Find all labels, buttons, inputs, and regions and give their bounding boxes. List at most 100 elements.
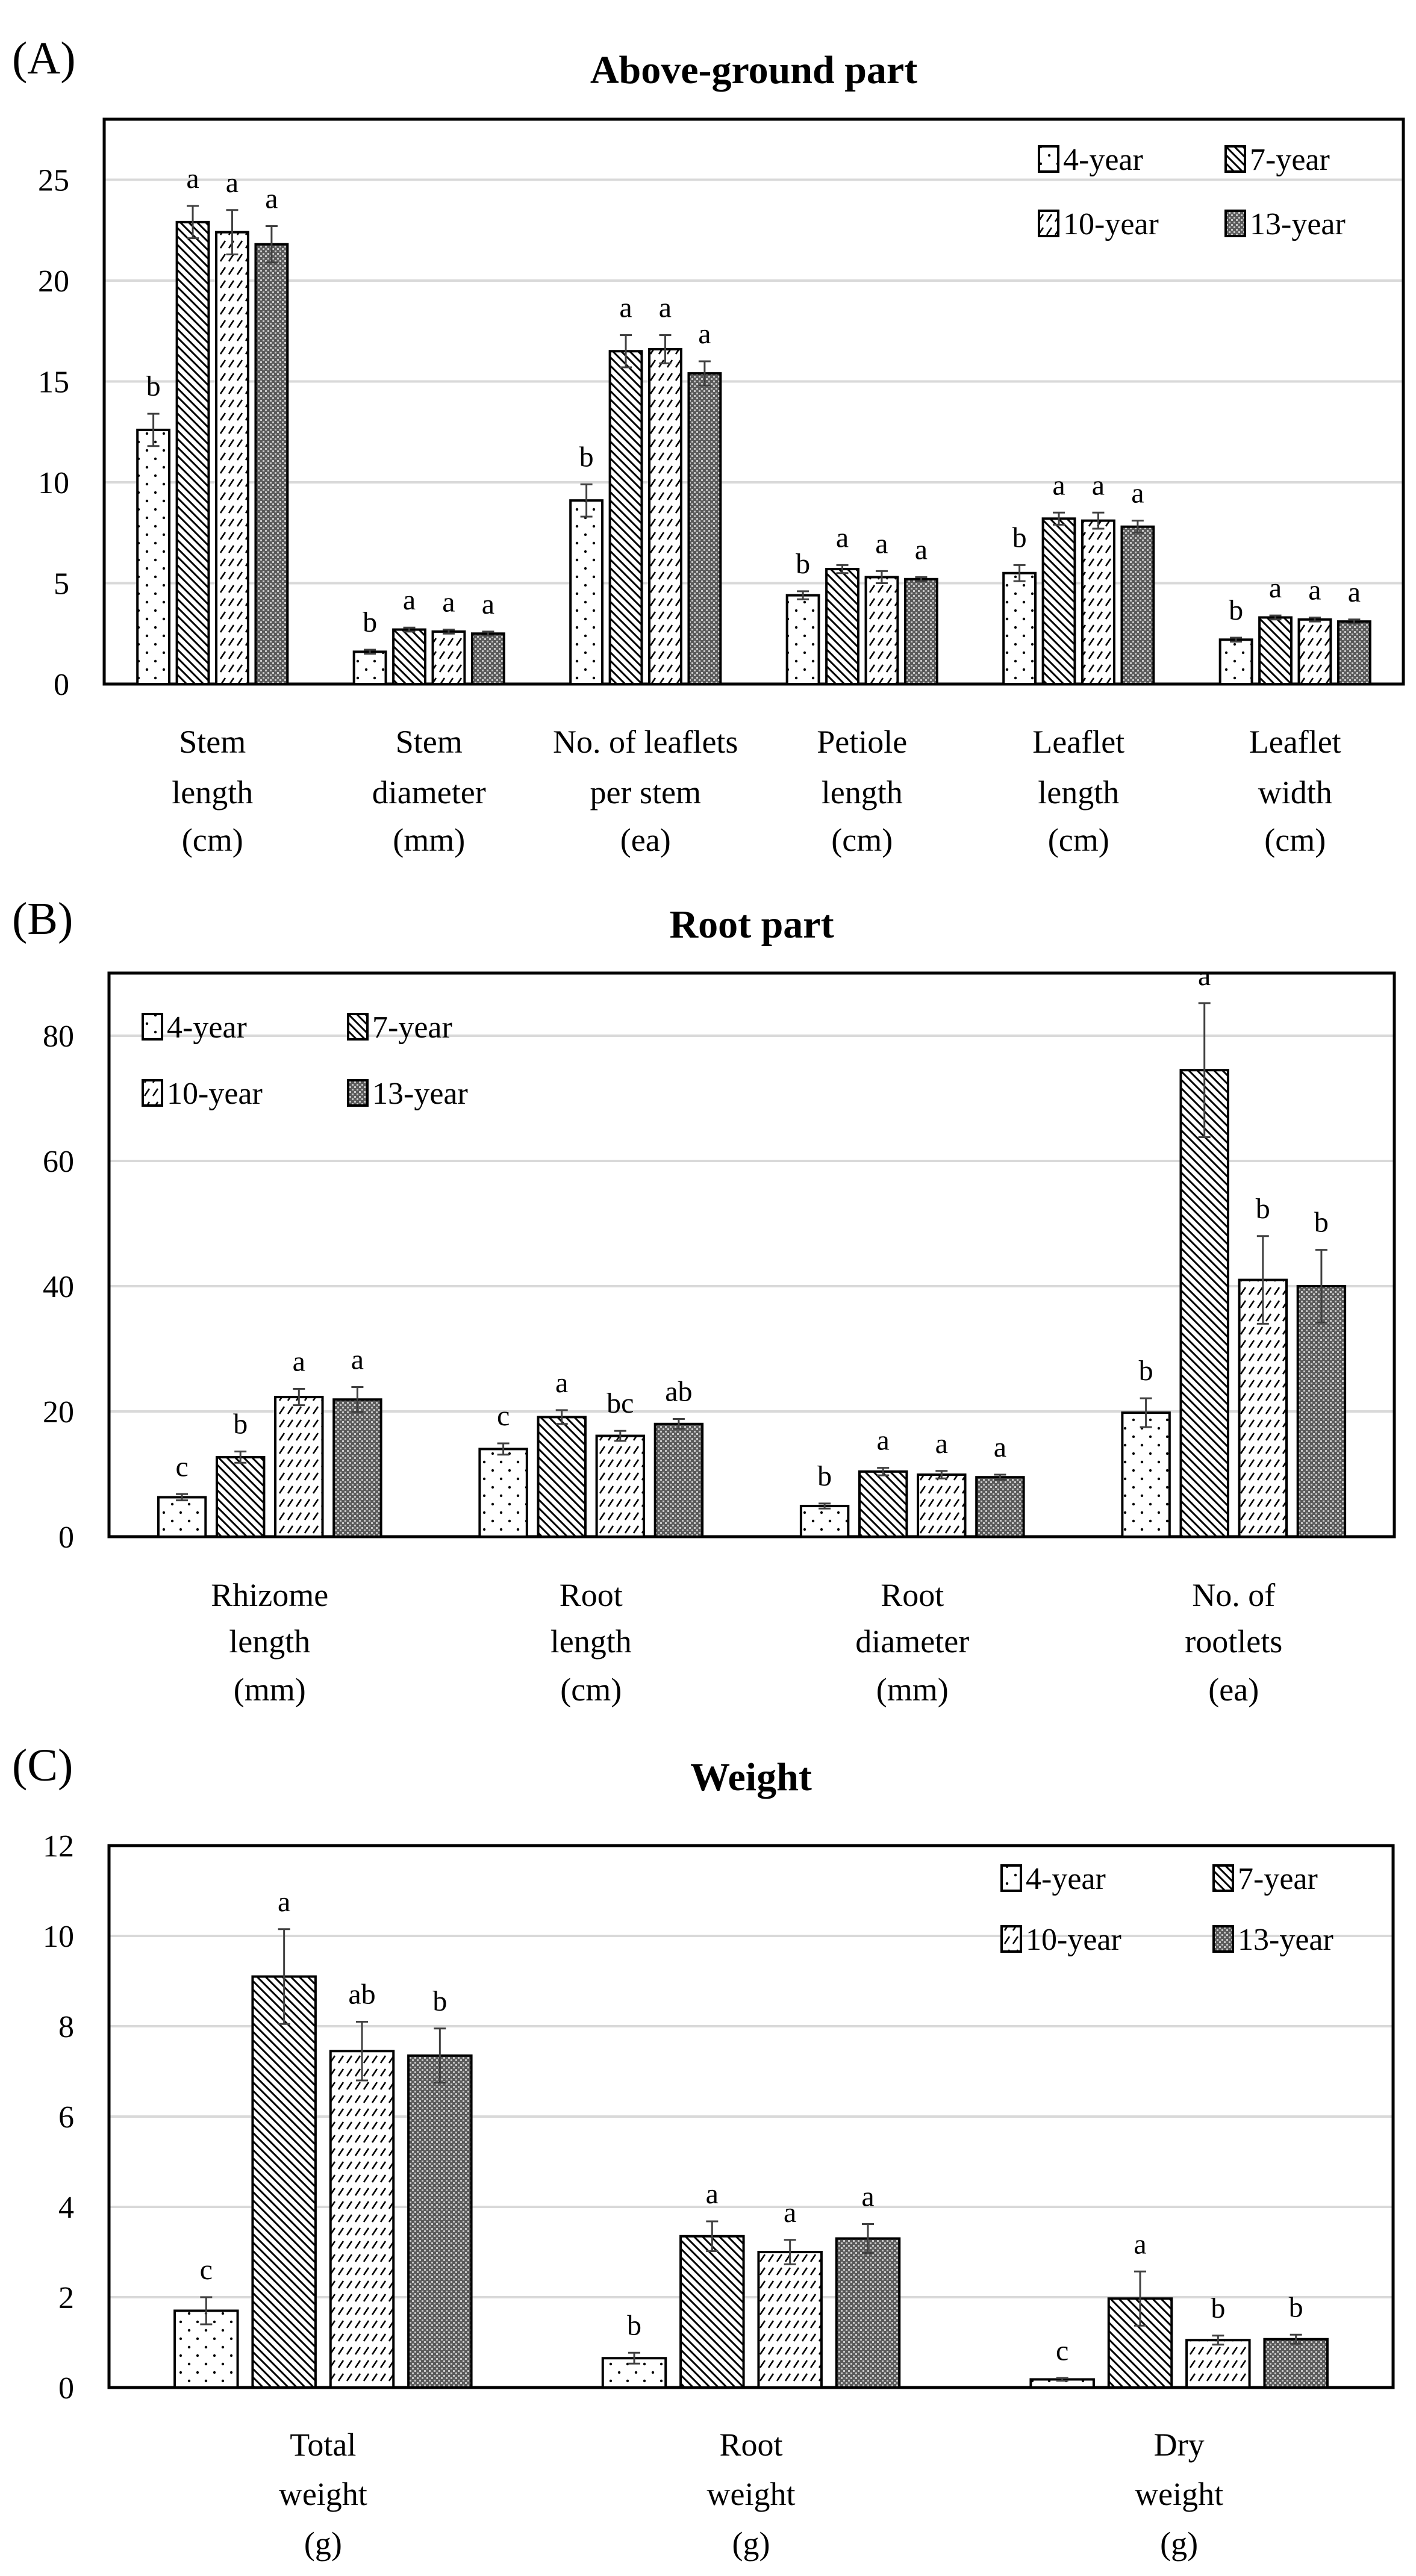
significance-letter: a xyxy=(1269,572,1282,604)
x-category-label: Total xyxy=(290,2427,356,2463)
y-tick-label: 10 xyxy=(38,466,69,500)
significance-letter: b xyxy=(363,606,377,638)
bar-10-year xyxy=(1081,519,1115,686)
y-tick-label: 2 xyxy=(58,2281,74,2315)
plot-frame xyxy=(107,971,1396,1538)
significance-letter: a xyxy=(877,1425,890,1457)
bar-7-year xyxy=(1179,1069,1229,1538)
significance-letter: a xyxy=(706,2178,719,2210)
x-category-label: width xyxy=(1258,774,1332,810)
significance-letter: a xyxy=(994,1431,1006,1463)
legend-swatch xyxy=(347,1079,369,1107)
legend-item: 10-year xyxy=(1000,1923,1121,1957)
chart-panel-1: (A) Above-ground part 0 5 10 15 20 25 Stem length… xyxy=(12,33,1405,858)
significance-letter: b xyxy=(1314,1207,1329,1239)
bar-10-year xyxy=(431,630,466,686)
y-tick-label: 0 xyxy=(54,668,69,702)
x-category-label: (g) xyxy=(304,2525,342,2562)
legend-label: 7-year xyxy=(1250,143,1330,177)
y-tick-label: 20 xyxy=(43,1395,74,1430)
significance-letter: a xyxy=(278,1886,290,1918)
y-tick-label: 40 xyxy=(43,1270,74,1304)
bar-10-year xyxy=(1185,2339,1251,2389)
significance-letter: a xyxy=(1198,960,1211,992)
x-category-label: Dry xyxy=(1154,2427,1205,2463)
bar-4-year xyxy=(569,499,604,686)
x-category-label: Root xyxy=(560,1577,623,1613)
significance-letter: b xyxy=(1289,2291,1303,2323)
x-category-label: weight xyxy=(707,2476,796,2512)
legend-item: 13-year xyxy=(347,1077,468,1111)
significance-letter: c xyxy=(497,1400,510,1432)
x-category-label: Root xyxy=(719,2427,782,2463)
y-tick-label: 15 xyxy=(38,366,69,400)
significance-letter: a xyxy=(1131,478,1144,509)
bar-4-year xyxy=(157,1496,207,1538)
x-category-label: (cm) xyxy=(1264,822,1326,858)
x-category-label: length xyxy=(822,774,903,810)
bar-13-year xyxy=(332,1398,382,1538)
bar-7-year xyxy=(392,628,426,686)
bar-4-year xyxy=(785,594,820,685)
significance-letter: a xyxy=(659,291,672,323)
legend-label: 13-year xyxy=(372,1077,468,1111)
significance-letter: a xyxy=(1092,469,1105,501)
significance-letter: a xyxy=(619,291,632,323)
legend-swatch xyxy=(142,1013,163,1041)
bar-10-year xyxy=(864,576,899,686)
bar-10-year xyxy=(595,1434,646,1538)
legend-label: 4-year xyxy=(1063,143,1143,177)
legend-label: 4-year xyxy=(1026,1862,1106,1896)
bar-13-year xyxy=(254,243,289,685)
legend-swatch xyxy=(142,1079,163,1107)
legend-label: 10-year xyxy=(1063,207,1159,241)
bar-13-year xyxy=(1296,1285,1347,1538)
significance-letter: a xyxy=(265,183,278,215)
significance-letter: a xyxy=(935,1428,948,1460)
bar-13-year xyxy=(470,632,505,685)
significance-letter: a xyxy=(1052,469,1065,501)
bar-7-year xyxy=(215,1455,266,1538)
bar-7-year xyxy=(608,350,643,685)
bar-10-year xyxy=(329,2050,395,2389)
significance-letter: b xyxy=(796,548,810,580)
legend-item: 7-year xyxy=(1212,1862,1318,1896)
x-category-label: (cm) xyxy=(1048,822,1109,858)
legend-item: 4-year xyxy=(142,1010,247,1045)
significance-letter: a xyxy=(442,586,455,618)
chart-title: Above-ground part xyxy=(590,48,917,92)
x-category-label: (g) xyxy=(732,2525,770,2562)
bar-7-year xyxy=(679,2235,745,2389)
significance-letter: c xyxy=(200,2254,213,2286)
legend-swatch xyxy=(1224,145,1246,173)
x-category-label: per stem xyxy=(590,774,701,810)
y-tick-label: 12 xyxy=(43,1829,74,1864)
bar-7-year xyxy=(175,220,210,686)
bar-13-year xyxy=(975,1476,1025,1538)
bar-7-year xyxy=(537,1416,587,1538)
x-category-label: Root xyxy=(881,1577,944,1613)
bar-7-year xyxy=(825,568,859,685)
legend-item: 10-year xyxy=(142,1077,263,1111)
x-category-label: Petiole xyxy=(817,724,907,760)
bar-4-year xyxy=(352,650,387,686)
bar-10-year xyxy=(215,231,249,686)
x-category-label: Stem xyxy=(179,724,246,760)
bar-4-year xyxy=(1121,1411,1171,1538)
panel-label: (B) xyxy=(12,894,73,944)
significance-letter: b xyxy=(1229,594,1243,626)
legend-swatch xyxy=(1000,1925,1022,1953)
y-tick-label: 0 xyxy=(58,2371,74,2406)
x-category-label: Leaflet xyxy=(1032,724,1124,760)
plot-frame xyxy=(107,1844,1395,2389)
plot-frame xyxy=(102,117,1405,686)
legend-swatch xyxy=(1000,1864,1022,1892)
legend-item: 10-year xyxy=(1038,207,1159,241)
x-category-label: (cm) xyxy=(560,1672,622,1708)
significance-letter: b xyxy=(1256,1193,1270,1225)
y-tick-label: 0 xyxy=(58,1520,74,1555)
bar-7-year xyxy=(251,1975,317,2389)
bar-13-year xyxy=(653,1422,704,1538)
significance-letter: b xyxy=(146,370,161,402)
